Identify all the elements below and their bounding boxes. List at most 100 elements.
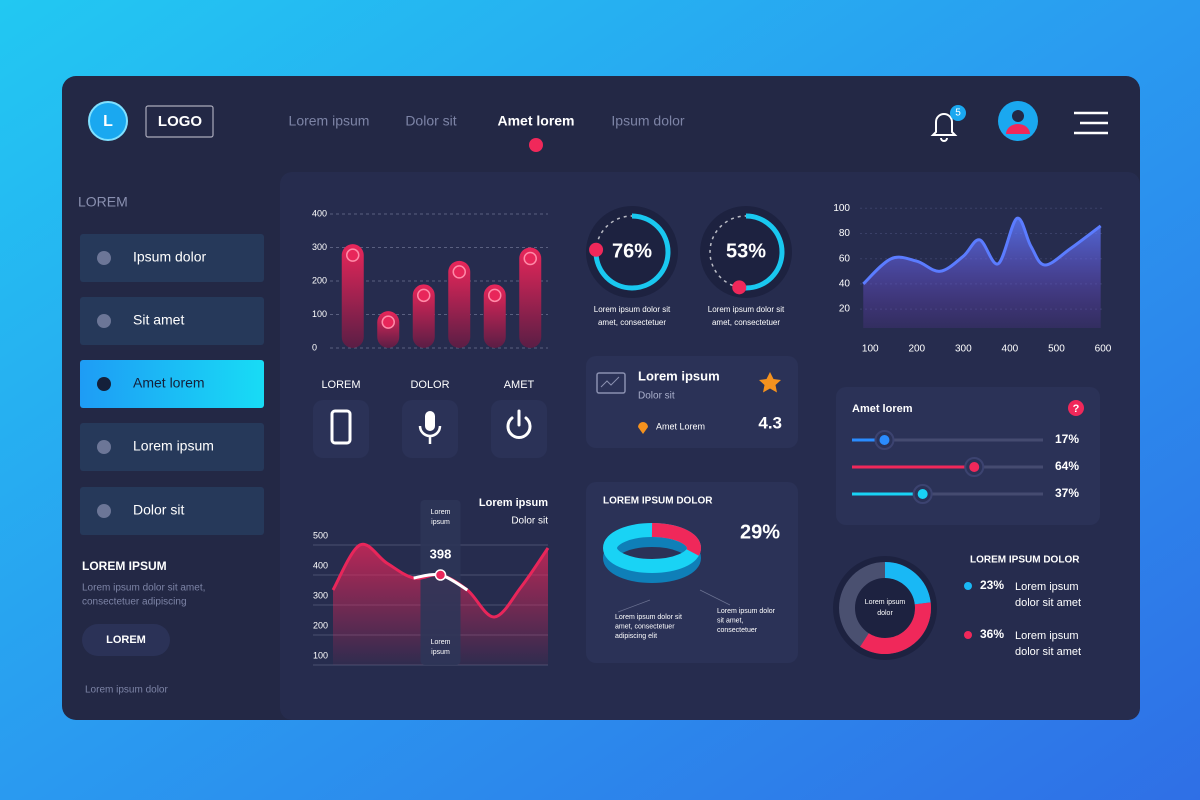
help-badge[interactable]: [1068, 400, 1084, 416]
promo-text: consectetuer adipiscing: [82, 597, 187, 608]
ring-caption: consectetuer: [717, 627, 758, 634]
slider-thumb-core: [969, 462, 980, 472]
line-area: [863, 218, 1101, 328]
y-tick-label: 80: [839, 228, 851, 239]
button-label: LOREM: [106, 634, 146, 646]
y-tick-label: 300: [312, 242, 327, 252]
menu-item[interactable]: [80, 234, 264, 282]
bell-icon[interactable]: [930, 113, 958, 142]
notification-count: 5: [955, 108, 961, 119]
tooltip: [420, 500, 461, 665]
slider-title: Amet lorem: [852, 403, 913, 415]
ring-caption: amet, consectetuer: [615, 623, 675, 630]
y-tick-label: 500: [313, 530, 328, 540]
slider-label: 64%: [1055, 459, 1079, 473]
y-tick-label: 60: [839, 253, 851, 264]
y-tick-label: 300: [313, 590, 328, 600]
card-title: Lorem ipsum: [638, 368, 720, 383]
bar-dot: [346, 248, 360, 262]
menu-label: Amet lorem: [133, 375, 205, 391]
gauge-dot: [732, 280, 747, 295]
gauge-label: 76%: [612, 240, 652, 262]
sidebar-heading: LOREM: [78, 194, 128, 210]
connector: [617, 589, 731, 613]
legend-text: dolor sit amet: [1015, 597, 1081, 609]
x-tick-label: 200: [908, 344, 925, 355]
bar: [483, 284, 506, 348]
donut-segment: [839, 562, 931, 654]
gauge-bg: [586, 206, 678, 298]
menu-icon: [97, 314, 111, 328]
logo-text: LOGO: [158, 113, 202, 130]
legend-dot: [964, 582, 972, 590]
ring-caption: adipiscing elit: [615, 633, 657, 640]
wave-point: [434, 569, 447, 581]
menu-item[interactable]: [80, 487, 264, 535]
line: [862, 216, 1102, 286]
ring-caption: Lorem ipsum dolor: [717, 608, 776, 615]
nav-link[interactable]: Amet lorem: [497, 113, 574, 129]
gauge-label: 53%: [726, 240, 766, 262]
card-rating: 4.3: [758, 413, 782, 432]
nav-link[interactable]: Dolor sit: [405, 113, 456, 129]
help-icon: ?: [1073, 403, 1080, 415]
slider-label: 17%: [1055, 432, 1079, 446]
gauge-caption: amet, consectetuer: [598, 318, 666, 327]
bar: [448, 260, 471, 348]
power-icon: [506, 409, 532, 439]
control-label: LOREM: [321, 379, 360, 391]
menu-icon: [97, 377, 111, 391]
control-button[interactable]: [491, 400, 547, 458]
gauge-bg: [700, 206, 792, 298]
menu-label: Sit amet: [133, 312, 184, 328]
logo-box: [145, 105, 214, 138]
card-location: Amet Lorem: [656, 421, 705, 431]
donut-segment: [839, 562, 931, 654]
slider-label: 37%: [1055, 486, 1079, 500]
bar: [412, 284, 435, 348]
bar: [519, 247, 542, 348]
card-subtitle: Dolor sit: [638, 391, 675, 402]
nav-link[interactable]: Lorem ipsum: [289, 113, 370, 129]
star-icon: [759, 372, 781, 393]
monitor-icon: [596, 372, 626, 394]
y-tick-label: 200: [313, 620, 328, 630]
y-tick-label: 0: [312, 342, 317, 352]
legend-text: Lorem ipsum: [1015, 630, 1079, 642]
bar-dot: [488, 288, 502, 303]
promo-title: LOREM IPSUM: [82, 559, 167, 573]
nav-indicator: [529, 138, 543, 152]
x-tick-label: 500: [1048, 344, 1065, 355]
donut-title: LOREM IPSUM DOLOR: [970, 555, 1080, 566]
tooltip-text: Lorem: [431, 639, 451, 646]
pin-icon: [638, 422, 648, 434]
chart-subtitle: Dolor sit: [511, 516, 548, 527]
menu-item[interactable]: [80, 297, 264, 345]
y-tick-label: 100: [312, 309, 327, 319]
menu-label: Dolor sit: [133, 502, 184, 518]
menu-item[interactable]: [80, 360, 264, 408]
y-tick-label: 400: [312, 208, 327, 218]
slider-thumb-core: [917, 489, 928, 499]
logo-circle: [88, 101, 128, 141]
y-tick-label: 40: [839, 279, 851, 290]
menu-icon: [97, 251, 111, 265]
y-tick-label: 20: [839, 304, 851, 315]
gauge-caption: Lorem ipsum dolor sit: [594, 305, 671, 314]
legend-value: 36%: [980, 627, 1004, 641]
donut-center: Lorem ipsum: [865, 599, 906, 606]
avatar-body: [1006, 124, 1030, 134]
nav-link[interactable]: Ipsum dolor: [611, 113, 684, 129]
sidebar-button[interactable]: [82, 624, 170, 656]
menu-icon[interactable]: [1074, 111, 1108, 135]
ring-caption: Lorem ipsum dolor sit: [615, 614, 682, 621]
bar: [341, 244, 364, 348]
menu-item[interactable]: [80, 423, 264, 471]
control-button[interactable]: [313, 400, 369, 458]
bar-dot: [381, 315, 395, 329]
slider-card: [836, 387, 1100, 525]
tooltip-text: ipsum: [431, 649, 450, 656]
legend-dot: [964, 631, 972, 639]
